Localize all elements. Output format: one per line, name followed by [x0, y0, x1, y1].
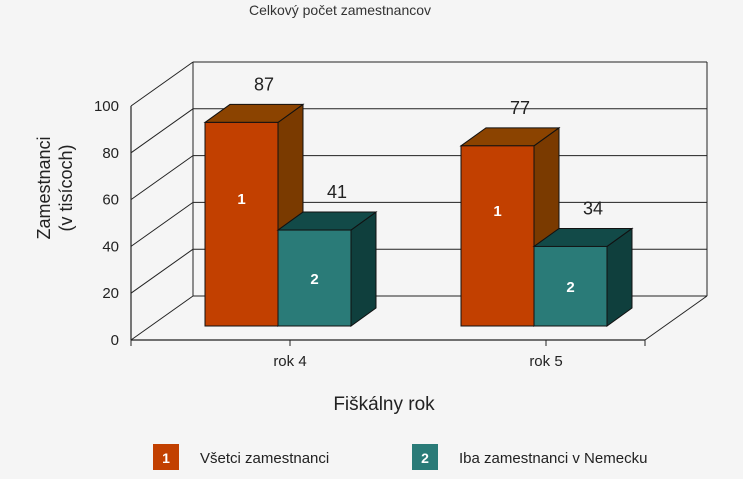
left-wall-gridline [130, 155, 194, 201]
legend-label: Iba zamestnanci v Nemecku [459, 450, 647, 467]
x-tick-label: rok 4 [273, 353, 306, 370]
legend-label: Všetci zamestnanci [200, 450, 329, 467]
y-tick-label: 80 [102, 145, 119, 162]
bar-marker: 2 [566, 279, 574, 296]
bar [460, 145, 535, 327]
y-tick-label: 20 [102, 285, 119, 302]
y-tick-label: 100 [94, 98, 119, 115]
data-label: 41 [327, 182, 347, 202]
y-axis-title-line: (v tisícoch) [56, 144, 76, 231]
data-label: 87 [254, 74, 274, 94]
x-axis-title: Fiškálny rok [333, 394, 435, 415]
bar [204, 121, 279, 327]
legend-marker: 2 [421, 450, 429, 466]
bar [277, 229, 352, 327]
x-tick-label: rok 5 [529, 353, 562, 370]
y-tick-label: 40 [102, 238, 119, 255]
bar-marker: 2 [310, 271, 318, 288]
y-axis-title: Zamestnanci (v tisícoch) [34, 136, 76, 239]
y-axis-title-line: Zamestnanci [34, 136, 54, 239]
y-tick-label: 0 [111, 332, 119, 349]
legend-swatch [412, 444, 438, 470]
bar [533, 245, 608, 327]
legend-marker: 1 [162, 450, 170, 466]
data-label: 34 [583, 198, 603, 218]
left-wall-gridline [130, 295, 194, 341]
floor-right-edge [644, 295, 708, 341]
left-wall-gridline [130, 201, 194, 247]
data-label: 77 [510, 98, 530, 118]
bar-marker: 1 [493, 203, 501, 220]
y-tick-label: 60 [102, 192, 119, 209]
left-wall-gridline [130, 61, 194, 107]
bar-marker: 1 [237, 191, 245, 208]
chart-title: Celkový počet zamestnancov [248, 2, 432, 18]
left-wall-gridline [130, 248, 194, 294]
bar-side [350, 211, 377, 327]
left-wall-gridline [130, 108, 194, 154]
legend-swatch [153, 444, 179, 470]
